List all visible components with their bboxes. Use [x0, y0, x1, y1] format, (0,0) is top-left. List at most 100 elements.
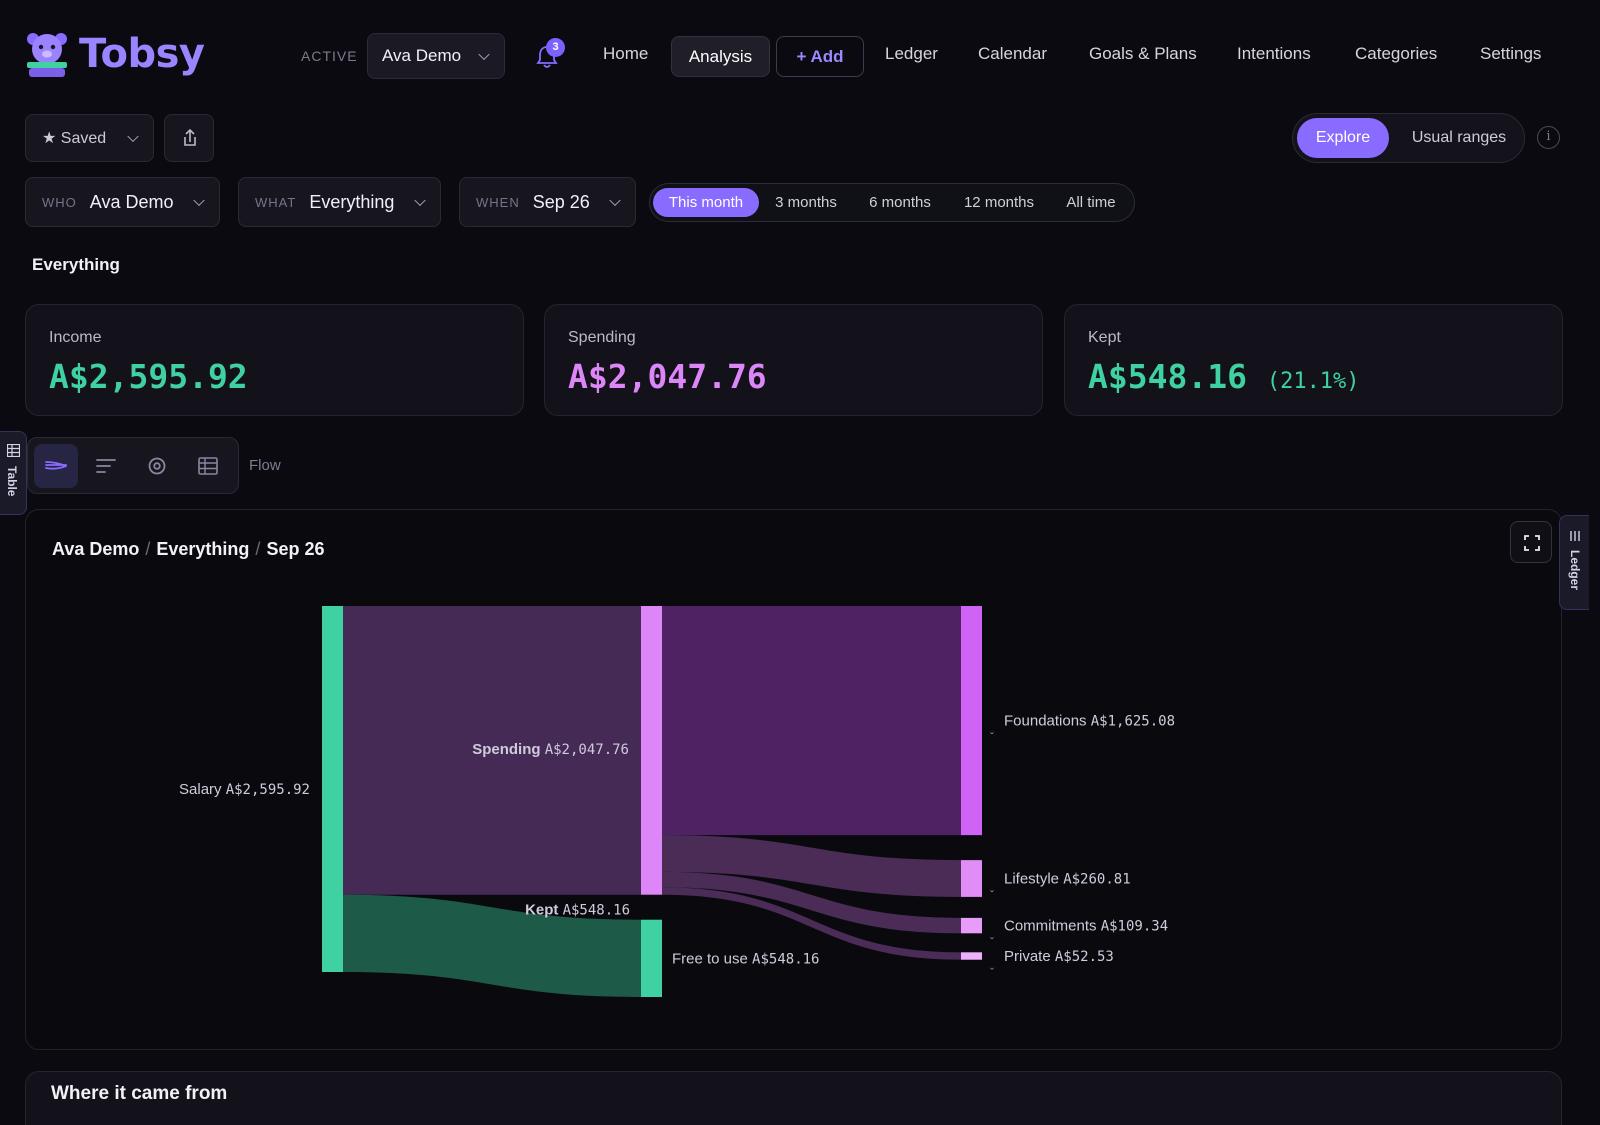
active-profile-select[interactable]: Ava Demo: [367, 33, 505, 79]
link-spending-private: [662, 887, 961, 960]
when-filter[interactable]: WHEN Sep 26: [459, 177, 636, 227]
chevron-down-icon: [193, 194, 205, 207]
table-tab-label: Table: [5, 466, 19, 497]
label-foundations: Foundations A$1,625.08: [1004, 713, 1175, 730]
table-icon: [198, 457, 218, 475]
spending-card: Spending A$2,047.76: [544, 304, 1043, 416]
nav-settings[interactable]: Settings: [1480, 44, 1542, 63]
who-value: Ava Demo: [89, 191, 174, 212]
share-icon: [184, 128, 196, 146]
nav-add-button[interactable]: + Add: [776, 36, 864, 77]
when-label: WHEN: [476, 194, 520, 210]
sankey-chart: Salary A$2,595.92 Spending A$2,047.76 Kept…: [179, 606, 1175, 997]
chevron-down-icon: [478, 48, 490, 61]
active-profile-value: Ava Demo: [382, 46, 462, 65]
nav-ledger[interactable]: Ledger: [885, 44, 938, 63]
mode-toggle: Explore Usual ranges: [1292, 113, 1525, 163]
label-free-to-use: Free to use A$548.16: [672, 950, 819, 967]
label-spending: Spending A$2,047.76: [472, 741, 629, 758]
nav-home[interactable]: Home: [603, 44, 649, 63]
flow-panel: Ava Demo / Everything / Sep 26 Salary A$2,59…: [25, 509, 1562, 1050]
label-private: Private A$52.53: [1004, 948, 1114, 965]
logo[interactable]: Tobsy: [25, 30, 205, 78]
node-free-to-use: [641, 919, 662, 997]
link-spending-lifestyle: [662, 835, 961, 897]
columns-icon: [1570, 531, 1580, 541]
who-filter[interactable]: WHO Ava Demo: [25, 177, 220, 227]
nav-goals[interactable]: Goals & Plans: [1089, 44, 1197, 63]
range-this-month[interactable]: This month: [653, 188, 759, 217]
expand-icon: [1524, 535, 1540, 551]
expand-marker-icon: ˬ: [990, 721, 994, 735]
kept-percent: (21.1%): [1266, 369, 1360, 394]
share-button[interactable]: [164, 114, 214, 162]
breadcrumb-when: Sep 26: [266, 539, 325, 559]
when-value: Sep 26: [532, 191, 590, 212]
nav-analysis[interactable]: Analysis: [671, 36, 770, 77]
bars-icon: [96, 459, 116, 473]
ledger-side-tab[interactable]: Ledger: [1559, 515, 1589, 610]
what-value: Everything: [309, 191, 395, 212]
info-icon[interactable]: i: [1537, 126, 1560, 149]
label-salary: Salary A$2,595.92: [179, 781, 310, 798]
mode-explore-button[interactable]: Explore: [1297, 118, 1389, 158]
spending-value: A$2,047.76: [568, 357, 767, 396]
view-bars-button[interactable]: [84, 444, 128, 488]
table-icon: [7, 444, 20, 457]
range-3-months[interactable]: 3 months: [775, 194, 837, 211]
current-view-label: Flow: [249, 457, 281, 474]
chevron-down-icon: [414, 194, 426, 207]
bear-logo-icon: [27, 33, 67, 77]
where-it-came-from-title: Where it came from: [51, 1083, 228, 1104]
range-all-time[interactable]: All time: [1066, 194, 1116, 211]
breadcrumb: Ava Demo / Everything / Sep 26: [52, 539, 325, 559]
label-lifestyle: Lifestyle A$260.81: [1004, 871, 1131, 888]
chevron-down-icon: [609, 194, 621, 207]
breadcrumb-who[interactable]: Ava Demo: [52, 539, 140, 559]
nav-categories[interactable]: Categories: [1355, 44, 1438, 63]
node-salary: [322, 606, 343, 972]
kept-label: Kept: [1088, 329, 1121, 346]
expand-marker-icon: ˬ: [990, 926, 994, 940]
active-label: ACTIVE: [301, 48, 358, 64]
mode-usual-ranges-button[interactable]: Usual ranges: [1411, 129, 1507, 146]
donut-icon: [148, 457, 166, 475]
label-commitments: Commitments A$109.34: [1004, 918, 1168, 935]
what-filter[interactable]: WHAT Everything: [238, 177, 441, 227]
kept-amount-row: A$548.16 (21.1%): [1088, 357, 1360, 396]
nav-intentions[interactable]: Intentions: [1237, 44, 1311, 63]
table-side-tab[interactable]: Table: [0, 431, 27, 515]
node-lifestyle: [961, 860, 982, 897]
who-label: WHO: [42, 194, 77, 210]
ledger-tab-label: Ledger: [1568, 550, 1582, 591]
link-salary-spending: [343, 606, 641, 895]
flow-icon: [45, 461, 67, 470]
expand-marker-icon: ˬ: [990, 956, 994, 970]
view-table-button[interactable]: [186, 444, 230, 488]
chevron-down-icon: [127, 130, 139, 143]
node-private: [961, 952, 982, 960]
kept-value: A$548.16: [1088, 357, 1247, 396]
node-commitments: [961, 917, 982, 934]
income-value: A$2,595.92: [49, 357, 248, 396]
label-kept: Kept A$548.16: [525, 902, 630, 919]
link-salary-kept: [343, 894, 641, 997]
breadcrumb-what[interactable]: Everything: [156, 539, 250, 559]
range-6-months[interactable]: 6 months: [869, 194, 931, 211]
section-title: Everything: [32, 255, 120, 274]
fullscreen-button[interactable]: [1510, 521, 1552, 563]
saved-views-button[interactable]: ★ Saved: [25, 114, 154, 162]
view-donut-button[interactable]: [135, 444, 179, 488]
view-switcher: [27, 437, 239, 494]
nav-calendar[interactable]: Calendar: [978, 44, 1047, 63]
where-it-came-from-card: Where it came from: [25, 1071, 1562, 1125]
top-bar: Tobsy ACTIVE Ava Demo 3 Home Analysis + …: [0, 0, 1600, 112]
link-spending-foundations: [662, 606, 961, 836]
what-label: WHAT: [255, 194, 297, 210]
range-chip-group: This month 3 months 6 months 12 months A…: [649, 183, 1135, 222]
saved-label: ★ Saved: [42, 130, 107, 147]
link-spending-commitments: [662, 871, 961, 934]
view-flow-button[interactable]: [34, 444, 78, 488]
node-foundations: [961, 606, 982, 836]
range-12-months[interactable]: 12 months: [963, 194, 1035, 211]
